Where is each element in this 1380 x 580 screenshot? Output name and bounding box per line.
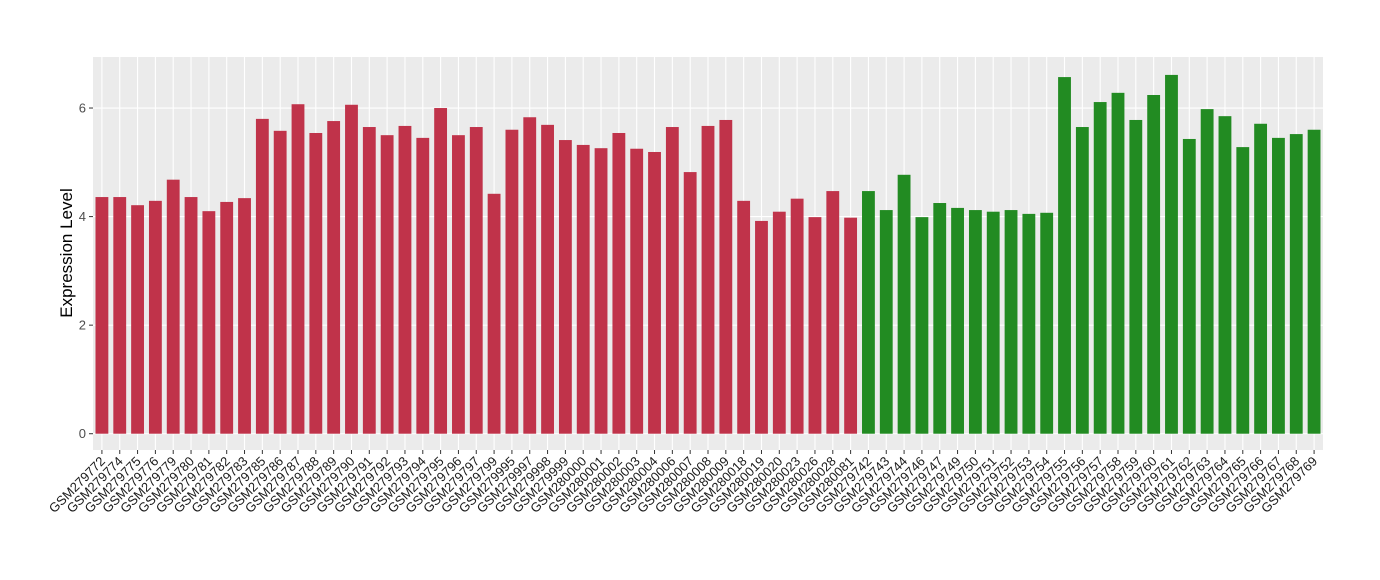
bar [648, 151, 661, 434]
bar [487, 193, 501, 434]
bar [897, 174, 911, 434]
bar [380, 135, 394, 434]
bar [309, 132, 323, 434]
bar [327, 121, 341, 434]
bar [238, 198, 251, 434]
bar [1040, 212, 1054, 434]
bar [1058, 77, 1071, 434]
bar [1165, 74, 1178, 434]
bar [683, 172, 697, 434]
bar [505, 129, 519, 434]
bar [1200, 109, 1214, 434]
bar [1075, 127, 1089, 434]
bar [630, 148, 644, 434]
bar [291, 104, 305, 434]
bar [541, 124, 554, 434]
bar [665, 127, 679, 434]
bar [273, 130, 287, 434]
bar [1022, 213, 1036, 434]
bar [452, 135, 465, 434]
y-axis-title: Expression Level [57, 188, 76, 317]
y-tick-label: 6 [79, 101, 86, 116]
bar [862, 191, 875, 434]
bar [362, 127, 376, 434]
bar [737, 200, 751, 434]
bar [808, 217, 822, 434]
bar [612, 132, 626, 434]
bar [1236, 147, 1250, 434]
bar [844, 217, 858, 434]
bar [166, 179, 180, 434]
bar [933, 203, 947, 434]
bar [755, 220, 768, 434]
bar [915, 217, 929, 434]
bar [790, 198, 804, 434]
bar [968, 210, 982, 434]
bar [131, 205, 144, 434]
y-tick-label: 2 [79, 318, 86, 333]
bar [1004, 210, 1018, 434]
bar [1129, 119, 1143, 434]
bar [1307, 129, 1321, 434]
bar [879, 210, 893, 434]
bar [1093, 102, 1107, 434]
bar [719, 119, 733, 434]
bar [1218, 116, 1232, 434]
bar [469, 127, 483, 434]
bar [220, 201, 234, 434]
bar [772, 211, 786, 434]
bar [576, 144, 590, 434]
bar [148, 200, 162, 434]
bar [523, 117, 537, 434]
bar [202, 211, 216, 434]
bar [594, 148, 608, 434]
bar [95, 197, 109, 434]
bar [558, 140, 572, 434]
bar [1272, 137, 1285, 434]
bar [434, 108, 448, 434]
bar [184, 197, 198, 434]
y-tick-label: 0 [79, 426, 86, 441]
y-tick-label: 4 [79, 209, 86, 224]
bar [1147, 94, 1161, 434]
bar [951, 207, 964, 434]
bar [113, 197, 127, 434]
bar [1289, 134, 1303, 434]
bar [826, 191, 840, 434]
bar [701, 125, 715, 434]
bar [255, 118, 269, 434]
bar [986, 211, 1000, 434]
bar [416, 137, 430, 434]
bar [1182, 138, 1196, 434]
bar [398, 125, 412, 434]
bar [1111, 92, 1125, 434]
bar [345, 104, 358, 434]
bar [1254, 123, 1268, 434]
